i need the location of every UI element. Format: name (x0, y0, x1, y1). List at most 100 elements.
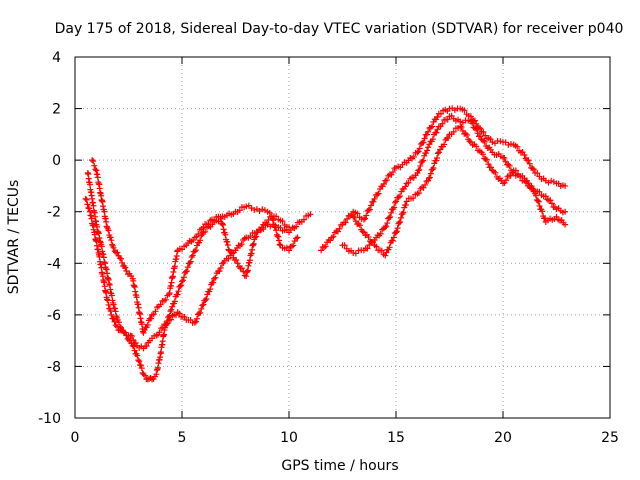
data-point (83, 196, 90, 203)
data-point (233, 256, 240, 263)
data-point (159, 324, 166, 331)
data-point (219, 221, 226, 228)
data-point (539, 208, 546, 215)
data-point (536, 188, 543, 195)
data-point (424, 147, 431, 154)
data-point (368, 202, 375, 209)
data-point (352, 250, 359, 257)
data-point (263, 220, 270, 227)
data-point (507, 172, 514, 179)
data-point (415, 189, 422, 196)
data-point (109, 241, 116, 248)
data-point (435, 149, 442, 156)
data-point (485, 161, 492, 168)
data-point (489, 139, 496, 146)
data-marks (82, 105, 569, 383)
data-point (388, 209, 395, 216)
data-point (167, 316, 174, 323)
data-point (450, 128, 457, 135)
data-point (477, 133, 484, 140)
data-point (318, 247, 325, 254)
data-point (286, 247, 292, 254)
tick-marks (74, 56, 611, 419)
data-point (360, 216, 367, 223)
data-point (364, 245, 371, 252)
data-point (82, 195, 89, 202)
data-point (394, 225, 401, 232)
data-point (535, 198, 542, 205)
x-tick-labels: 0 5 10 15 20 25 (71, 430, 619, 446)
data-point (105, 301, 112, 308)
data-point (383, 223, 390, 230)
data-point (423, 131, 430, 138)
data-point (110, 315, 117, 322)
data-point (529, 165, 536, 172)
data-point (108, 237, 115, 244)
data-point (243, 203, 250, 210)
y-axis-label: SDTVAR / TECUs (6, 180, 22, 295)
data-point (307, 211, 314, 218)
data-point (467, 113, 474, 120)
data-point (547, 197, 554, 204)
data-point (548, 177, 555, 184)
series-track-c (89, 157, 301, 336)
data-point (459, 127, 466, 134)
data-point (457, 118, 464, 125)
data-point (521, 175, 528, 182)
data-point (236, 207, 243, 214)
data-point (521, 151, 528, 158)
data-point (426, 174, 433, 181)
data-point (386, 244, 393, 251)
data-point (502, 158, 509, 165)
data-point (197, 237, 204, 244)
data-point (410, 195, 417, 202)
data-point (118, 255, 125, 262)
data-point (238, 241, 245, 248)
data-point (203, 295, 210, 302)
data-point (183, 268, 190, 275)
data-point (181, 313, 188, 320)
data-point (382, 252, 389, 259)
data-point (130, 343, 137, 350)
data-point (458, 124, 465, 131)
data-point (403, 198, 410, 205)
data-point (293, 223, 300, 230)
data-point (392, 199, 399, 206)
data-point (342, 219, 349, 226)
data-point (480, 128, 487, 135)
data-point (178, 282, 185, 289)
data-point (391, 204, 398, 211)
data-point (471, 125, 478, 132)
data-point (398, 188, 405, 195)
chart-title: Day 175 of 2018, Sidereal Day-to-day VTE… (55, 21, 624, 37)
data-point (370, 198, 377, 205)
data-point (192, 247, 199, 254)
data-point (542, 193, 549, 200)
data-point (188, 254, 195, 261)
data-point (512, 167, 519, 174)
data-point (238, 265, 245, 272)
data-point (211, 275, 218, 282)
data-point (534, 197, 541, 204)
data-point (387, 214, 394, 221)
data-point (417, 162, 424, 169)
data-point (212, 274, 219, 281)
data-point (410, 153, 417, 160)
data-point (157, 301, 164, 308)
data-point (276, 241, 283, 248)
data-point (132, 340, 139, 347)
data-point (479, 151, 486, 158)
series-track-d (318, 105, 569, 254)
data-point (397, 193, 404, 200)
data-point (322, 243, 329, 250)
data-point (122, 264, 129, 271)
data-point (525, 157, 532, 164)
data-point (536, 202, 543, 209)
data-point (128, 333, 135, 340)
data-point (143, 343, 150, 350)
data-point (176, 310, 183, 317)
data-point (336, 225, 343, 232)
data-point (383, 177, 390, 184)
data-point (105, 227, 112, 234)
